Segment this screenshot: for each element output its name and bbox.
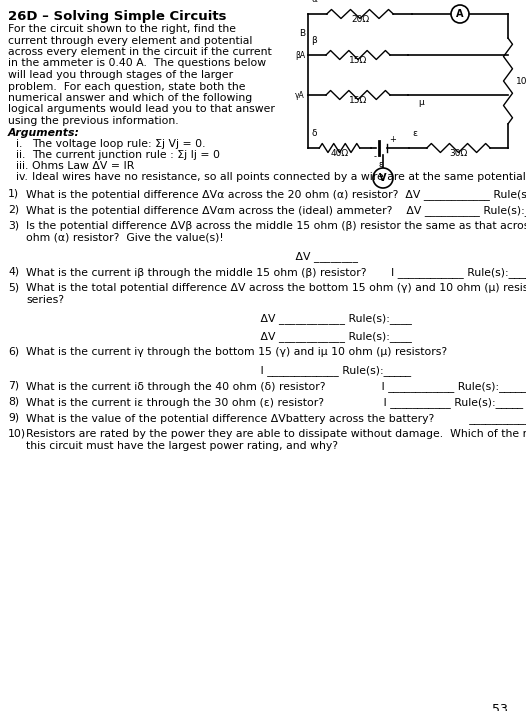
Text: For the circuit shown to the right, find the: For the circuit shown to the right, find… (8, 24, 236, 34)
Text: Is the potential difference ΔVβ across the middle 15 ohm (β) resistor the same a: Is the potential difference ΔVβ across t… (26, 221, 526, 231)
Text: current through every element and potential: current through every element and potent… (8, 36, 252, 46)
Text: -: - (374, 152, 377, 161)
Text: series?: series? (26, 295, 64, 305)
Text: B: B (299, 29, 305, 38)
Text: Ideal wires have no resistance, so all points connected by a wire are at the sam: Ideal wires have no resistance, so all p… (32, 172, 526, 182)
Text: numerical answer and which of the following: numerical answer and which of the follow… (8, 93, 252, 103)
Text: What is the potential difference ΔVα across the 20 ohm (α) resistor?  ΔV _______: What is the potential difference ΔVα acr… (26, 189, 526, 200)
Circle shape (451, 5, 469, 23)
Text: across every element in the circuit if the current: across every element in the circuit if t… (8, 47, 272, 57)
Text: ε: ε (379, 160, 383, 169)
Text: 10Ω: 10Ω (516, 77, 526, 85)
Text: V: V (379, 173, 387, 183)
Text: γA: γA (295, 90, 305, 100)
Text: logical arguments would lead you to that answer: logical arguments would lead you to that… (8, 105, 275, 114)
Text: 15Ω: 15Ω (349, 56, 367, 65)
Text: 1): 1) (8, 189, 19, 199)
Circle shape (373, 168, 393, 188)
Text: will lead you through stages of the larger: will lead you through stages of the larg… (8, 70, 233, 80)
Text: 8): 8) (8, 397, 19, 407)
Text: I _____________ Rule(s):_____: I _____________ Rule(s):_____ (26, 365, 411, 376)
Text: +: + (389, 135, 396, 144)
Text: iv.: iv. (16, 172, 28, 182)
Text: this circuit must have the largest power rating, and why?: this circuit must have the largest power… (26, 441, 338, 451)
Text: β: β (311, 36, 317, 45)
Text: ii.: ii. (16, 150, 25, 160)
Text: problem.  For each question, state both the: problem. For each question, state both t… (8, 82, 246, 92)
Text: Arguments:: Arguments: (8, 127, 80, 137)
Text: 4): 4) (8, 267, 19, 277)
Text: 10): 10) (8, 429, 26, 439)
Text: α: α (311, 0, 317, 4)
Text: What is the current iδ through the 40 ohm (δ) resistor?                I _______: What is the current iδ through the 40 oh… (26, 381, 526, 392)
Text: The current junction rule : Σj Ij = 0: The current junction rule : Σj Ij = 0 (32, 150, 220, 160)
Text: 6): 6) (8, 347, 19, 357)
Text: 3): 3) (8, 221, 19, 231)
Text: μ: μ (418, 98, 424, 107)
Text: βA: βA (295, 50, 305, 60)
Text: 7): 7) (8, 381, 19, 391)
Text: 2): 2) (8, 205, 19, 215)
Text: ohm (α) resistor?  Give the value(s)!: ohm (α) resistor? Give the value(s)! (26, 233, 224, 243)
Text: 20Ω: 20Ω (351, 15, 369, 24)
Text: δ: δ (311, 129, 317, 138)
Text: i.: i. (16, 139, 23, 149)
Text: ΔV ________: ΔV ________ (26, 251, 358, 262)
Text: A: A (456, 9, 464, 19)
Text: 40Ω: 40Ω (330, 149, 349, 158)
Text: What is the potential difference ΔVαm across the (ideal) ammeter?    ΔV ________: What is the potential difference ΔVαm ac… (26, 205, 526, 216)
Text: What is the total potential difference ΔV across the bottom 15 ohm (γ) and 10 oh: What is the total potential difference Δ… (26, 283, 526, 293)
Text: Resistors are rated by the power they are able to dissipate without damage.  Whi: Resistors are rated by the power they ar… (26, 429, 526, 439)
Text: What is the current iγ through the bottom 15 (γ) and iμ 10 ohm (μ) resistors?: What is the current iγ through the botto… (26, 347, 447, 357)
Text: in the ammeter is 0.40 A.  The questions below: in the ammeter is 0.40 A. The questions … (8, 58, 266, 68)
Text: 15Ω: 15Ω (349, 96, 367, 105)
Text: What is the current iε through the 30 ohm (ε) resistor?                 I ______: What is the current iε through the 30 oh… (26, 397, 523, 408)
Text: ΔV ____________ Rule(s):____: ΔV ____________ Rule(s):____ (26, 313, 412, 324)
Text: Ohms Law ΔV = IR: Ohms Law ΔV = IR (32, 161, 134, 171)
Text: What is the current iβ through the middle 15 ohm (β) resistor?       I _________: What is the current iβ through the middl… (26, 267, 526, 278)
Text: 30Ω: 30Ω (449, 149, 468, 158)
Text: iii.: iii. (16, 161, 28, 171)
Text: ε: ε (412, 129, 417, 138)
Text: ΔV ____________ Rule(s):____: ΔV ____________ Rule(s):____ (26, 331, 412, 342)
Text: 53: 53 (492, 703, 508, 711)
Text: 5): 5) (8, 283, 19, 293)
Text: What is the value of the potential difference ΔVbattery across the battery?     : What is the value of the potential diffe… (26, 413, 526, 424)
Text: 9): 9) (8, 413, 19, 423)
Text: using the previous information.: using the previous information. (8, 116, 179, 126)
Text: 26D – Solving Simple Circuits: 26D – Solving Simple Circuits (8, 10, 227, 23)
Text: The voltage loop rule: Σj Vj = 0.: The voltage loop rule: Σj Vj = 0. (32, 139, 206, 149)
